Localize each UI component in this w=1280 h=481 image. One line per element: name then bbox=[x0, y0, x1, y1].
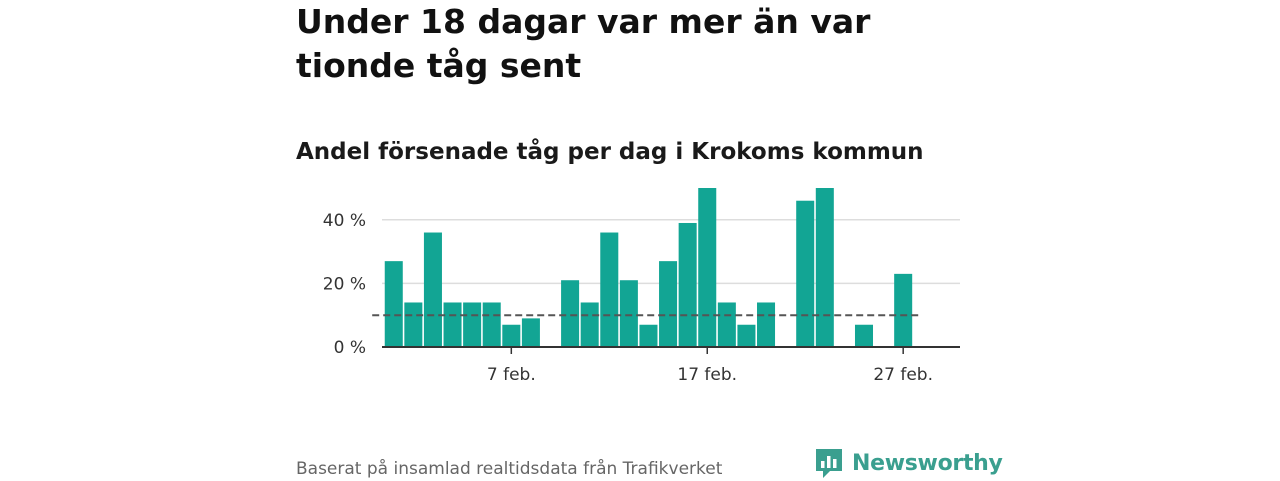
bar bbox=[737, 324, 756, 347]
y-tick-label: 20 % bbox=[323, 274, 366, 294]
newsworthy-brand[interactable]: Newsworthy bbox=[814, 446, 1003, 480]
brand-name: Newsworthy bbox=[852, 450, 1003, 476]
newsworthy-logo-icon bbox=[816, 449, 842, 478]
bar bbox=[561, 280, 580, 347]
bar bbox=[815, 188, 834, 347]
bar bbox=[698, 188, 717, 347]
bar bbox=[521, 318, 540, 347]
y-tick-label: 40 % bbox=[323, 211, 366, 231]
bar bbox=[678, 222, 697, 347]
bar bbox=[854, 324, 874, 347]
bar bbox=[384, 261, 403, 347]
bar bbox=[659, 261, 678, 347]
bar bbox=[580, 302, 599, 347]
bar bbox=[619, 280, 638, 347]
y-tick-label: 0 % bbox=[334, 338, 366, 358]
source-note: Baserat på insamlad realtidsdata från Tr… bbox=[296, 459, 723, 479]
bar bbox=[463, 302, 482, 347]
bar bbox=[443, 302, 462, 347]
x-tick-label: 17 feb. bbox=[677, 365, 737, 385]
bar bbox=[757, 302, 776, 347]
bar bbox=[796, 200, 815, 347]
bar bbox=[404, 302, 423, 347]
bar bbox=[502, 324, 521, 347]
bar bbox=[600, 232, 619, 347]
x-tick-label: 7 feb. bbox=[487, 365, 536, 385]
x-tick-label: 27 feb. bbox=[873, 365, 933, 385]
chart-subtitle: Andel försenade tåg per dag i Krokoms ko… bbox=[296, 139, 924, 165]
chart-title: Under 18 dagar var mer än var tionde tåg… bbox=[296, 2, 871, 85]
bar bbox=[482, 302, 501, 347]
bar bbox=[639, 324, 658, 347]
bar bbox=[423, 232, 442, 347]
bar bbox=[894, 273, 913, 347]
bar bbox=[717, 302, 736, 347]
